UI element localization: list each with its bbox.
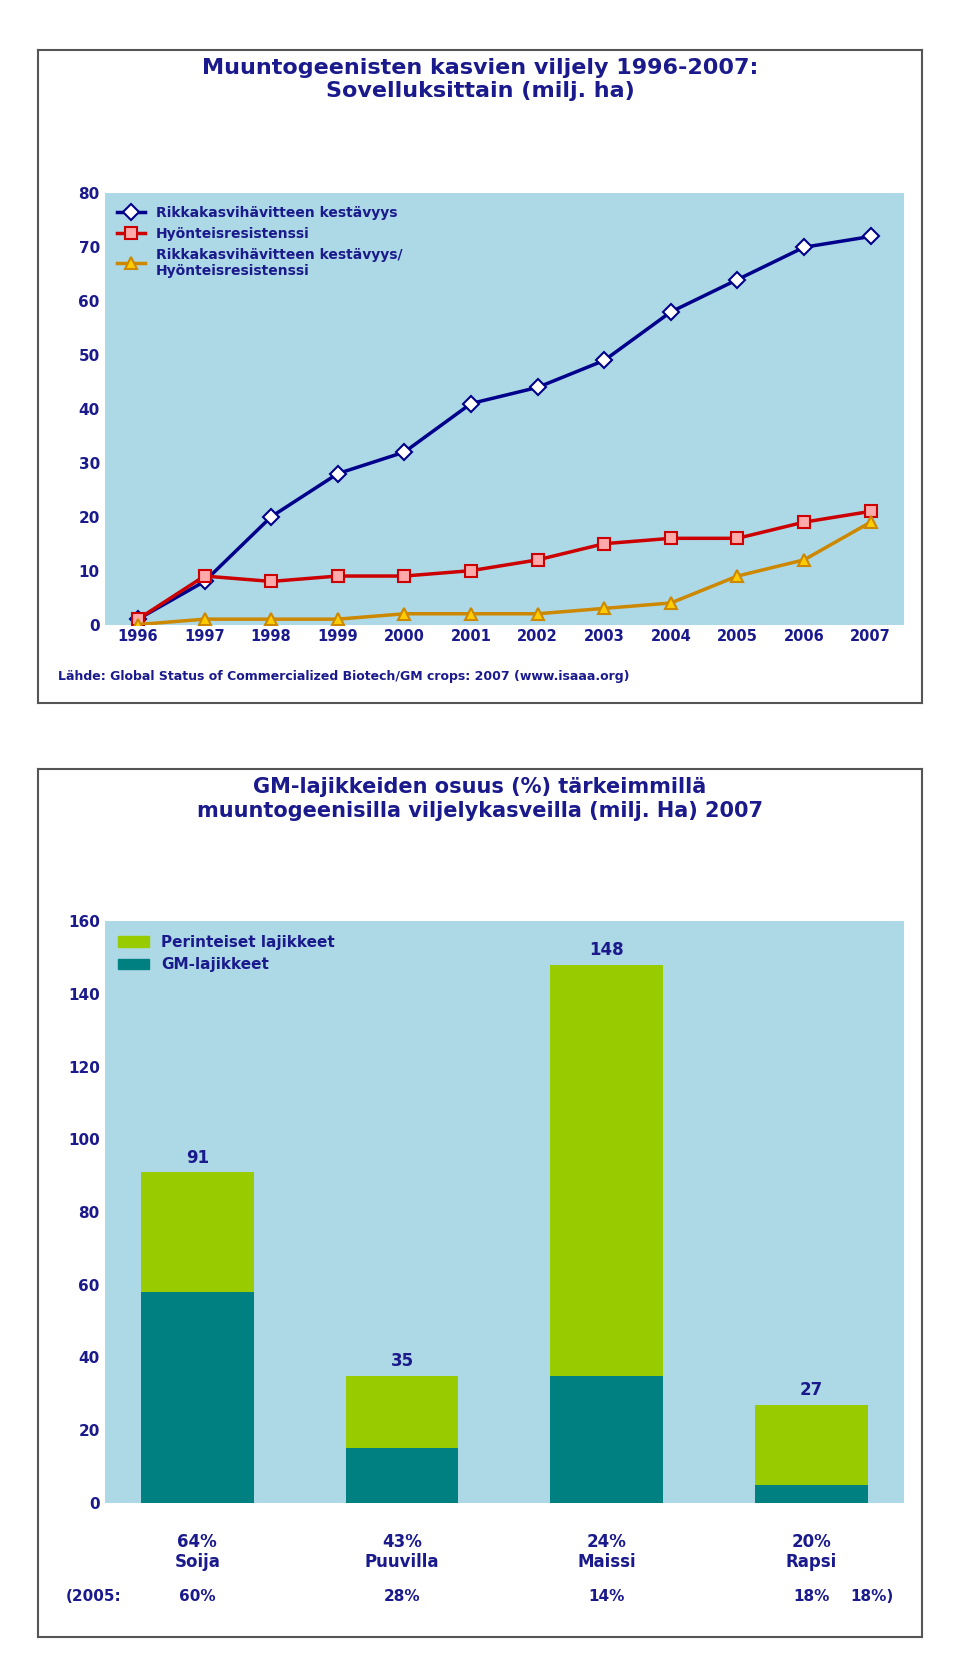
- Bar: [755, 1404, 868, 1485]
- Hyönteisresistenssi: [865, 501, 876, 521]
- Rikkakasvihävitteen kestävyys/
Hyönteisresistenssi: [466, 604, 477, 624]
- Text: Lähde: Global Status of Commercialized Biotech/GM crops: 2007 (www.isaaa.org): Lähde: Global Status of Commercialized B…: [58, 670, 629, 683]
- Rikkakasvihävitteen kestävyys: [265, 506, 276, 526]
- Hyönteisresistenssi: [265, 572, 276, 592]
- Text: 20%: 20%: [791, 1533, 831, 1551]
- Rikkakasvihävitteen kestävyys/
Hyönteisresistenssi: [132, 615, 144, 635]
- Text: 28%: 28%: [384, 1589, 420, 1604]
- Text: 18%: 18%: [793, 1589, 829, 1604]
- Rikkakasvihävitteen kestävyys: [132, 609, 144, 629]
- Rikkakasvihävitteen kestävyys: [732, 270, 743, 289]
- Rikkakasvihävitteen kestävyys: [665, 303, 677, 323]
- Text: 91: 91: [185, 1148, 209, 1166]
- Bar: [550, 964, 663, 1376]
- Bar: [346, 1376, 458, 1449]
- Bar: [755, 1485, 868, 1503]
- Text: 148: 148: [589, 941, 624, 959]
- Rikkakasvihävitteen kestävyys/
Hyönteisresistenssi: [199, 609, 210, 629]
- Legend: Perinteiset lajikkeet, GM-lajikkeet: Perinteiset lajikkeet, GM-lajikkeet: [112, 928, 341, 979]
- Legend: Rikkakasvihävitteen kestävyys, Hyönteisresistenssi, Rikkakasvihävitteen kestävyy: Rikkakasvihävitteen kestävyys, Hyönteisr…: [111, 200, 408, 283]
- Text: 18%): 18%): [851, 1589, 894, 1604]
- Text: 24%: 24%: [587, 1533, 627, 1551]
- Text: 27: 27: [800, 1381, 823, 1399]
- Hyönteisresistenssi: [732, 528, 743, 547]
- Text: Rapsi: Rapsi: [785, 1553, 837, 1571]
- Rikkakasvihävitteen kestävyys/
Hyönteisresistenssi: [799, 549, 810, 569]
- Line: Rikkakasvihävitteen kestävyys/
Hyönteisresistenssi: Rikkakasvihävitteen kestävyys/ Hyönteisr…: [132, 516, 876, 630]
- Text: 60%: 60%: [179, 1589, 216, 1604]
- Text: (2005:: (2005:: [65, 1589, 121, 1604]
- Bar: [346, 1449, 458, 1503]
- Rikkakasvihävitteen kestävyys/
Hyönteisresistenssi: [265, 609, 276, 629]
- Rikkakasvihävitteen kestävyys/
Hyönteisresistenssi: [665, 594, 677, 614]
- Rikkakasvihävitteen kestävyys: [332, 463, 344, 483]
- Text: 64%: 64%: [178, 1533, 217, 1551]
- Hyönteisresistenssi: [132, 609, 144, 629]
- Line: Hyönteisresistenssi: Hyönteisresistenssi: [132, 506, 876, 625]
- Hyönteisresistenssi: [532, 549, 543, 569]
- Text: 35: 35: [391, 1351, 414, 1370]
- Text: Maissi: Maissi: [577, 1553, 636, 1571]
- Hyönteisresistenssi: [398, 566, 410, 586]
- Text: Muuntogeenisten kasvien viljely 1996-2007:
Sovelluksittain (milj. ha): Muuntogeenisten kasvien viljely 1996-200…: [202, 58, 758, 101]
- Rikkakasvihävitteen kestävyys/
Hyönteisresistenssi: [532, 604, 543, 624]
- Text: 43%: 43%: [382, 1533, 421, 1551]
- Text: GM-lajikkeiden osuus (%) tärkeimmillä
muuntogeenisilla viljelykasveilla (milj. H: GM-lajikkeiden osuus (%) tärkeimmillä mu…: [197, 777, 763, 820]
- Rikkakasvihävitteen kestävyys/
Hyönteisresistenssi: [865, 513, 876, 533]
- Rikkakasvihävitteen kestävyys: [598, 351, 610, 370]
- Rikkakasvihävitteen kestävyys: [865, 227, 876, 246]
- Rikkakasvihävitteen kestävyys/
Hyönteisresistenssi: [332, 609, 344, 629]
- Text: Soija: Soija: [175, 1553, 220, 1571]
- Hyönteisresistenssi: [665, 528, 677, 547]
- Bar: [550, 1376, 663, 1503]
- Rikkakasvihävitteen kestävyys: [466, 394, 477, 414]
- Rikkakasvihävitteen kestävyys: [398, 442, 410, 461]
- Bar: [141, 1292, 253, 1503]
- Rikkakasvihävitteen kestävyys/
Hyönteisresistenssi: [732, 566, 743, 586]
- Hyönteisresistenssi: [332, 566, 344, 586]
- Hyönteisresistenssi: [199, 566, 210, 586]
- Hyönteisresistenssi: [466, 561, 477, 581]
- Rikkakasvihävitteen kestävyys/
Hyönteisresistenssi: [398, 604, 410, 624]
- Rikkakasvihävitteen kestävyys/
Hyönteisresistenssi: [598, 599, 610, 619]
- Bar: [141, 1173, 253, 1292]
- Text: 14%: 14%: [588, 1589, 625, 1604]
- Rikkakasvihävitteen kestävyys: [199, 572, 210, 592]
- Text: Puuvilla: Puuvilla: [365, 1553, 439, 1571]
- Rikkakasvihävitteen kestävyys: [532, 377, 543, 397]
- Hyönteisresistenssi: [799, 513, 810, 533]
- Hyönteisresistenssi: [598, 534, 610, 554]
- Line: Rikkakasvihävitteen kestävyys: Rikkakasvihävitteen kestävyys: [132, 232, 876, 625]
- Rikkakasvihävitteen kestävyys: [799, 237, 810, 256]
